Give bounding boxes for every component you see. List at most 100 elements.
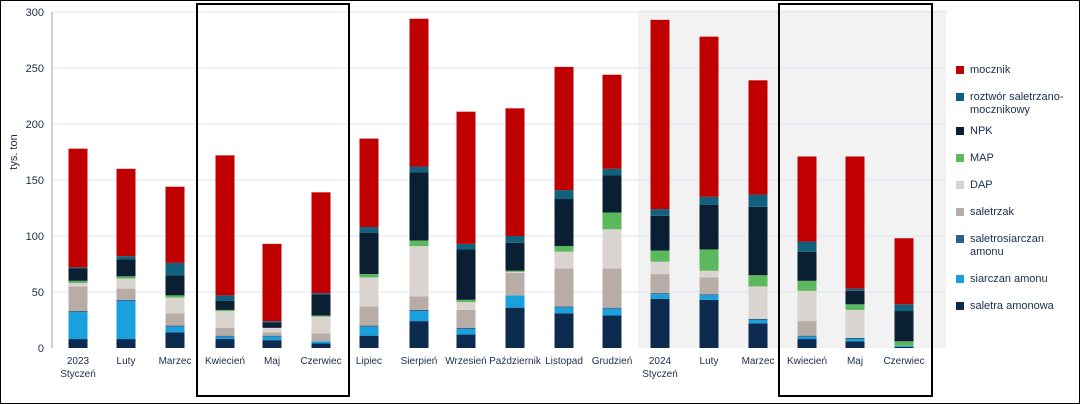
- y-axis-label: tys. ton: [8, 134, 20, 169]
- bar-segment: [165, 275, 185, 296]
- category-year-label: 2024: [649, 356, 672, 367]
- bar-segment: [845, 288, 865, 291]
- category-label: Marzec: [159, 356, 192, 367]
- bar-segment: [409, 296, 429, 310]
- bar-segment: [409, 172, 429, 241]
- bar-segment: [650, 298, 670, 348]
- bar-segment: [262, 327, 282, 333]
- bar-segment: [602, 168, 622, 176]
- bar-segment: [602, 175, 622, 213]
- bar-segment: [699, 270, 719, 278]
- legend-item: saletra amonowa: [956, 300, 1074, 313]
- bar-segment: [165, 313, 185, 326]
- bar-segment: [116, 339, 136, 348]
- bar-segment: [748, 286, 768, 319]
- bar-segment: [797, 290, 817, 322]
- bar-segment: [215, 336, 235, 340]
- bar-segment: [554, 306, 574, 308]
- bar-segment: [68, 283, 88, 287]
- bar-segment: [456, 249, 476, 300]
- bar-segment: [699, 294, 719, 296]
- bar-segment: [116, 278, 136, 289]
- bar-segment: [845, 290, 865, 305]
- bar-segment: [748, 206, 768, 276]
- legend-swatch: [956, 302, 964, 310]
- bar-segment: [456, 309, 476, 328]
- bar-segment: [650, 250, 670, 262]
- bar-segment: [894, 341, 914, 346]
- bar-segment: [359, 227, 379, 233]
- category-label: Luty: [117, 356, 136, 367]
- bar-segment: [505, 242, 525, 271]
- category-label: Wrzesień: [445, 356, 487, 367]
- bar-segment: [359, 335, 379, 348]
- category-label: Maj: [847, 356, 863, 367]
- bar-segment: [602, 229, 622, 269]
- bar-segment: [554, 313, 574, 348]
- bar-segment: [311, 341, 331, 344]
- bar-segment: [409, 321, 429, 348]
- bar-segment: [699, 299, 719, 348]
- category-label: Lipiec: [356, 356, 382, 367]
- bar-segment: [554, 268, 574, 307]
- y-tick-label: 200: [26, 119, 44, 131]
- bar-segment: [699, 36, 719, 197]
- bar-segment: [359, 274, 379, 278]
- bar-segment: [215, 311, 235, 328]
- bar-segment: [165, 297, 185, 314]
- bar-segment: [505, 236, 525, 243]
- bar-segment: [456, 334, 476, 348]
- legend-item: siarczan amonu: [956, 273, 1074, 286]
- bar-segment: [262, 332, 282, 336]
- legend-item: roztwór saletrzano-mocznikowy: [956, 91, 1074, 117]
- bar-segment: [311, 315, 331, 317]
- bar-segment: [215, 155, 235, 296]
- category-label: Grudzień: [592, 356, 633, 367]
- bar-segment: [116, 168, 136, 257]
- category-label: Styczeń: [642, 369, 678, 380]
- bar-segment: [894, 304, 914, 312]
- legend-label: MAP: [970, 152, 994, 164]
- highlight-box: [778, 3, 933, 397]
- bar-segment: [797, 280, 817, 291]
- bar-segment: [602, 212, 622, 230]
- bar-segment: [359, 326, 379, 336]
- bar-segment: [748, 80, 768, 195]
- bar-segment: [894, 346, 914, 348]
- bar-segment: [215, 309, 235, 312]
- bar-segment: [699, 204, 719, 250]
- legend-label: NPK: [970, 125, 993, 137]
- legend-swatch: [956, 208, 964, 216]
- category-labels: 2023 Styczeń Luty Marzec Kwiecień Maj Czerwiec…: [60, 356, 924, 380]
- bar-segment: [894, 345, 914, 347]
- legend-swatch: [956, 275, 964, 283]
- bar-segment: [116, 299, 136, 301]
- bar-segment: [748, 323, 768, 348]
- bar-segment: [456, 328, 476, 335]
- legend-swatch: [956, 66, 964, 74]
- bar-segment: [359, 306, 379, 326]
- bar-segment: [165, 325, 185, 327]
- bar-segment: [602, 308, 622, 316]
- bar-segment: [894, 311, 914, 342]
- category-year-label: 2023: [67, 356, 90, 367]
- bar-segment: [797, 156, 817, 242]
- bar-segment: [602, 315, 622, 348]
- bar-segment: [215, 295, 235, 301]
- y-tick-label: 300: [26, 7, 44, 19]
- bar-segment: [650, 294, 670, 299]
- bar-segment: [311, 316, 331, 334]
- bar-segment: [116, 276, 136, 279]
- bar-segment: [359, 325, 379, 327]
- category-label: Marzec: [742, 356, 775, 367]
- highlight-boxes: [196, 3, 933, 397]
- bar-segment: [116, 300, 136, 340]
- bar-segment: [116, 288, 136, 300]
- bar-segment: [165, 295, 185, 298]
- bar-segment: [456, 302, 476, 310]
- bar-segment: [456, 299, 476, 303]
- category-label: Luty: [700, 356, 719, 367]
- bar-segment: [68, 267, 88, 269]
- bar-segment: [748, 275, 768, 287]
